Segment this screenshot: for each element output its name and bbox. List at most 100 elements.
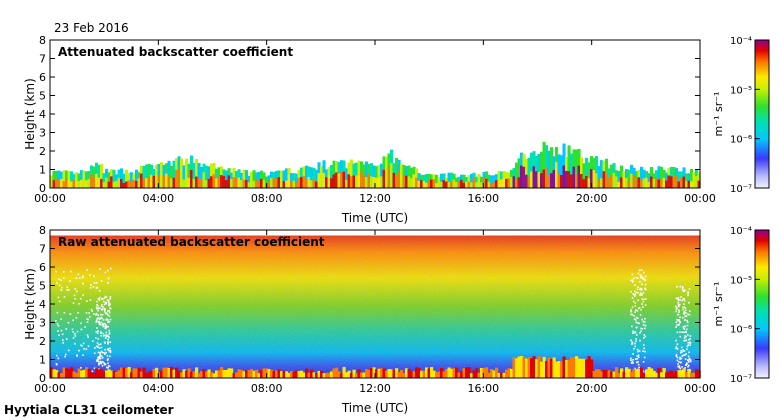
signal-core <box>417 180 421 188</box>
noise-speck <box>97 330 99 332</box>
signal-column <box>57 170 61 188</box>
y-tick-label: 3 <box>39 317 46 330</box>
noise-speck <box>683 306 685 308</box>
noise-speck <box>633 318 636 320</box>
signal-core <box>87 178 91 188</box>
noise-speck <box>107 301 110 304</box>
signal-column <box>70 171 74 188</box>
signal-column <box>337 371 341 378</box>
signal-core <box>300 177 304 188</box>
noise-speck <box>682 326 685 328</box>
signal-column <box>262 368 266 378</box>
noise-speck <box>644 275 647 278</box>
noise-speck <box>103 303 106 306</box>
noise-speck <box>676 331 679 334</box>
noise-speck <box>83 348 85 350</box>
noise-speck <box>107 338 109 341</box>
signal-core <box>465 181 469 188</box>
noise-speck <box>637 286 639 288</box>
signal-column <box>477 372 481 378</box>
signal-column <box>595 369 599 378</box>
signal-column <box>275 370 279 378</box>
signal-column <box>427 368 431 378</box>
signal-column <box>672 372 676 378</box>
signal-core <box>100 178 104 188</box>
signal-column <box>375 166 379 188</box>
signal-core <box>385 170 389 188</box>
noise-speck <box>108 365 111 368</box>
signal-column <box>572 356 576 378</box>
noise-speck <box>95 337 97 339</box>
signal-core <box>370 176 374 188</box>
noise-speck <box>107 300 110 302</box>
noise-speck <box>677 297 680 299</box>
noise-speck <box>679 358 681 360</box>
signal-core <box>222 176 226 188</box>
signal-core <box>387 166 391 188</box>
noise-speck <box>687 361 690 363</box>
signal-column <box>347 370 351 378</box>
signal-core <box>80 179 84 188</box>
noise-speck <box>688 358 691 361</box>
noise-speck <box>96 304 98 306</box>
signal-column <box>85 171 89 188</box>
noise-speck <box>100 305 103 308</box>
signal-column <box>65 368 69 378</box>
signal-column <box>112 370 116 378</box>
noise-speck <box>99 351 102 354</box>
noise-speck <box>86 269 88 271</box>
noise-speck <box>97 316 99 319</box>
signal-core <box>340 171 344 188</box>
noise-speck <box>63 296 66 298</box>
noise-speck <box>100 346 103 349</box>
noise-speck <box>688 288 691 290</box>
noise-speck <box>105 312 108 315</box>
noise-speck <box>637 350 639 353</box>
y-tick-label: 3 <box>39 127 46 140</box>
noise-speck <box>675 305 677 308</box>
noise-speck <box>677 363 679 365</box>
signal-core <box>542 169 546 188</box>
signal-core <box>327 175 331 188</box>
signal-core <box>695 176 699 188</box>
signal-column <box>662 368 666 378</box>
signal-column <box>157 372 161 378</box>
noise-speck <box>633 294 636 296</box>
noise-speck <box>65 328 68 330</box>
noise-speck <box>72 319 74 322</box>
noise-speck <box>634 342 636 345</box>
signal-column <box>75 172 79 188</box>
noise-speck <box>92 340 94 342</box>
noise-speck <box>684 307 687 309</box>
noise-speck <box>676 324 678 326</box>
signal-column <box>240 370 244 378</box>
raw-grain <box>50 235 700 378</box>
noise-speck <box>104 337 107 339</box>
noise-speck <box>685 312 687 314</box>
signal-core <box>557 172 561 188</box>
colorbar-tick-label: 10⁻⁴ <box>730 226 752 237</box>
signal-column <box>537 153 541 188</box>
noise-speck <box>75 277 78 279</box>
noise-speck <box>644 304 647 306</box>
noise-speck <box>94 377 97 380</box>
signal-core <box>492 182 496 188</box>
noise-speck <box>101 303 103 306</box>
noise-speck <box>640 275 643 278</box>
noise-speck <box>109 350 112 352</box>
signal-core <box>595 173 599 188</box>
signal-core <box>555 162 559 188</box>
signal-core <box>670 176 674 188</box>
noise-speck <box>677 302 680 304</box>
noise-speck <box>634 332 636 334</box>
signal-column <box>602 370 606 378</box>
signal-column <box>252 370 256 378</box>
noise-speck <box>102 324 104 326</box>
noise-speck <box>675 310 677 313</box>
signal-core <box>237 177 241 188</box>
noise-speck <box>104 363 107 366</box>
signal-core <box>600 178 604 188</box>
noise-speck <box>643 347 645 350</box>
signal-column <box>242 371 246 378</box>
noise-speck <box>91 370 94 373</box>
